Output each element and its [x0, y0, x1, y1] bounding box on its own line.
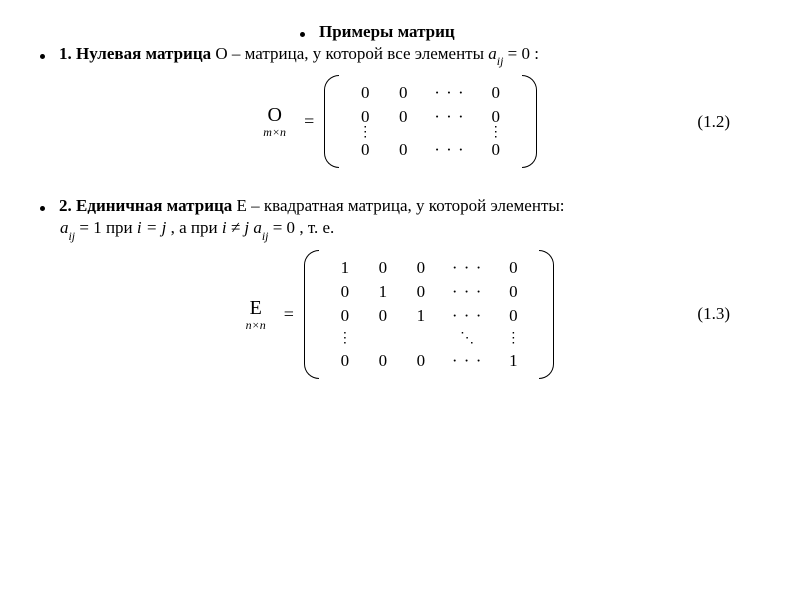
sub1: ij [69, 229, 76, 243]
title-row: Примеры матриц [40, 22, 760, 42]
item1-colon: : [534, 44, 539, 63]
equation-1-3: Е n×n = 1 0 0 · · · 0 0 1 [40, 250, 760, 379]
matrix-letter: О [267, 105, 281, 125]
zero-matrix-def: О m×n = 0 0 · · · 0 0 0 · · · [263, 75, 536, 168]
left-paren-icon [304, 250, 318, 379]
right-paren-icon [523, 75, 537, 168]
matrix-dim: m×n [263, 126, 286, 138]
equals-sign: = [304, 111, 314, 132]
item2-label: 2. Единичная матрица [59, 196, 232, 215]
aij1: a [60, 218, 69, 237]
sub0: ij [262, 229, 269, 243]
aij0: a [253, 218, 262, 237]
table-row: ⋮ ⋱ ⋮ [326, 328, 532, 349]
table-row: 0 0 1 · · · 0 [326, 304, 532, 328]
item1-sub: ij [497, 54, 504, 68]
bullet-icon [40, 54, 45, 59]
bullet-icon [40, 206, 45, 211]
table-row: ⋮ ⋮ [346, 129, 514, 138]
left-paren-icon [324, 75, 338, 168]
table-row: 1 0 0 · · · 0 [326, 256, 532, 280]
item-1: 1. Нулевая матрица О – матрица, у которо… [40, 44, 760, 67]
item1-label: 1. Нулевая матрица [59, 44, 211, 63]
item2-text: Е – квадратная матрица, у которой элемен… [237, 196, 565, 215]
eq0txt: = 0 [273, 218, 295, 237]
matrix-parens: 0 0 · · · 0 0 0 · · · 0 ⋮ [324, 75, 536, 168]
right-paren-icon [540, 250, 554, 379]
ieqj: i = j [137, 218, 166, 237]
equals-sign: = [284, 304, 294, 325]
bullet-icon [300, 32, 305, 37]
slide: Примеры матриц 1. Нулевая матрица О – ма… [0, 0, 800, 600]
item1-eq0: = 0 [508, 44, 530, 63]
identity-matrix-def: Е n×n = 1 0 0 · · · 0 0 1 [246, 250, 555, 379]
table-row: 0 0 · · · 0 [346, 81, 514, 105]
item-2: 2. Единичная матрица Е – квадратная матр… [40, 196, 760, 216]
table-row: 0 1 0 · · · 0 [326, 280, 532, 304]
table-row: 0 0 0 · · · 1 [326, 349, 532, 373]
item1-text: О – матрица, у которой все элементы [215, 44, 488, 63]
matrix-parens: 1 0 0 · · · 0 0 1 0 · · · 0 0 [304, 250, 554, 379]
apri: , а при [171, 218, 222, 237]
zero-matrix: 0 0 · · · 0 0 0 · · · 0 ⋮ [346, 81, 514, 162]
identity-matrix: 1 0 0 · · · 0 0 1 0 · · · 0 0 [326, 256, 532, 373]
item-2-continued: aij = 1 при i = j , а при i ≠ j aij = 0 … [60, 218, 760, 241]
te: , т. е. [299, 218, 334, 237]
matrix-letter: Е [250, 298, 262, 318]
matrix-dim: n×n [246, 319, 266, 331]
page-title: Примеры матриц [319, 22, 455, 42]
table-row: 0 0 · · · 0 [346, 138, 514, 162]
inej: i ≠ j [222, 218, 249, 237]
equation-1-2: О m×n = 0 0 · · · 0 0 0 · · · [40, 75, 760, 168]
matrix-name-E: Е n×n [246, 298, 266, 331]
item1-aij: a [488, 44, 497, 63]
eq1txt: = 1 [79, 218, 101, 237]
pri: при [106, 218, 137, 237]
equation-number-1-2: (1.2) [697, 112, 730, 132]
matrix-name-O: О m×n [263, 105, 286, 138]
equation-number-1-3: (1.3) [697, 304, 730, 324]
